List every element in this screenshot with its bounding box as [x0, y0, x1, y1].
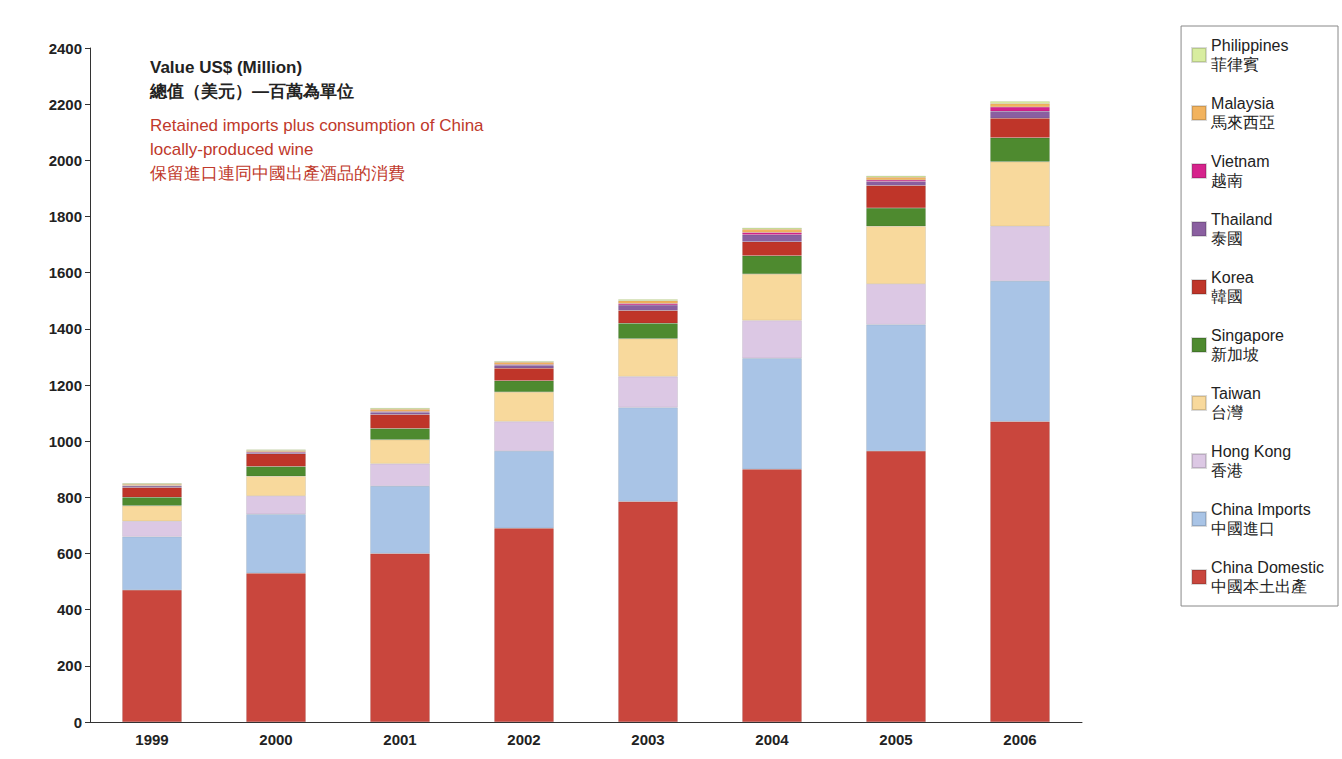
- svg-text:China Domestic: China Domestic: [1211, 559, 1324, 576]
- svg-text:越南: 越南: [1211, 172, 1243, 189]
- svg-text:Value US$ (Million): Value US$ (Million): [150, 58, 302, 77]
- svg-text:泰國: 泰國: [1211, 230, 1243, 247]
- svg-text:保留進口連同中國出產酒品的消費: 保留進口連同中國出產酒品的消費: [150, 164, 405, 183]
- svg-text:1000: 1000: [49, 433, 82, 450]
- svg-text:總值（美元）—百萬為單位: 總值（美元）—百萬為單位: [149, 82, 354, 101]
- svg-text:800: 800: [57, 489, 82, 506]
- svg-text:2003: 2003: [631, 731, 664, 748]
- svg-text:韓國: 韓國: [1211, 288, 1243, 305]
- svg-text:Vietnam: Vietnam: [1211, 153, 1269, 170]
- svg-text:0: 0: [74, 714, 82, 731]
- svg-text:2000: 2000: [259, 731, 292, 748]
- svg-text:香港: 香港: [1211, 462, 1243, 479]
- svg-text:台灣: 台灣: [1211, 404, 1243, 421]
- svg-text:2006: 2006: [1003, 731, 1036, 748]
- svg-text:2004: 2004: [755, 731, 789, 748]
- svg-text:Korea: Korea: [1211, 269, 1254, 286]
- svg-text:2002: 2002: [507, 731, 540, 748]
- svg-text:1200: 1200: [49, 377, 82, 394]
- svg-text:200: 200: [57, 657, 82, 674]
- svg-text:1600: 1600: [49, 264, 82, 281]
- svg-text:Taiwan: Taiwan: [1211, 385, 1261, 402]
- svg-text:新加坡: 新加坡: [1211, 346, 1259, 363]
- svg-text:中國進口: 中國進口: [1211, 520, 1275, 537]
- svg-text:2200: 2200: [49, 96, 82, 113]
- svg-text:中國本土出產: 中國本土出產: [1211, 578, 1307, 595]
- svg-text:Philippines: Philippines: [1211, 37, 1288, 54]
- svg-text:China Imports: China Imports: [1211, 501, 1311, 518]
- svg-text:Malaysia: Malaysia: [1211, 95, 1274, 112]
- svg-text:2000: 2000: [49, 152, 82, 169]
- svg-text:1800: 1800: [49, 208, 82, 225]
- svg-text:2001: 2001: [383, 731, 416, 748]
- svg-text:1400: 1400: [49, 320, 82, 337]
- svg-text:locally-produced wine: locally-produced wine: [150, 140, 313, 159]
- svg-text:400: 400: [57, 601, 82, 618]
- svg-text:1999: 1999: [135, 731, 168, 748]
- svg-text:Singapore: Singapore: [1211, 327, 1284, 344]
- svg-text:600: 600: [57, 545, 82, 562]
- svg-text:菲律賓: 菲律賓: [1211, 56, 1259, 73]
- svg-text:Hong Kong: Hong Kong: [1211, 443, 1291, 460]
- svg-text:2005: 2005: [879, 731, 912, 748]
- svg-text:Thailand: Thailand: [1211, 211, 1272, 228]
- svg-text:馬來西亞: 馬來西亞: [1210, 114, 1275, 131]
- svg-text:Retained imports plus consumpt: Retained imports plus consumption of Chi…: [150, 116, 484, 135]
- svg-text:2400: 2400: [49, 40, 82, 57]
